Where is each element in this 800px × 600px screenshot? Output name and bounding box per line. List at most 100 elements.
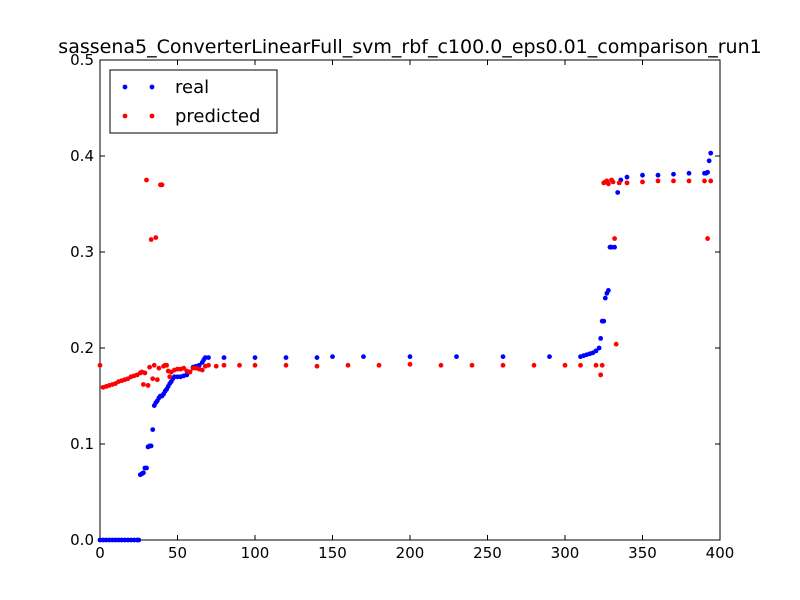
- real-point: [136, 537, 142, 543]
- predicted-point: [531, 362, 537, 368]
- predicted-point: [686, 178, 692, 184]
- real-point: [601, 318, 607, 324]
- y-tick-label: 0.5: [70, 51, 94, 69]
- predicted-point: [376, 362, 382, 368]
- real-point: [593, 348, 599, 354]
- predicted-point: [154, 377, 160, 383]
- real-point: [705, 169, 710, 175]
- predicted-point: [613, 341, 619, 347]
- x-tick-label: 0: [95, 544, 105, 562]
- real-point: [706, 158, 712, 164]
- real-point: [640, 172, 645, 178]
- predicted-point: [153, 235, 159, 241]
- predicted-point: [655, 178, 661, 184]
- real-point: [330, 354, 335, 360]
- predicted-point: [181, 365, 187, 371]
- predicted-point: [156, 365, 162, 371]
- legend-predicted-marker: [149, 113, 155, 119]
- legend-real-markers: [122, 84, 155, 90]
- y-tick-label: 0.3: [70, 243, 94, 261]
- predicted-point: [314, 363, 320, 369]
- predicted-point: [598, 372, 604, 378]
- predicted-point: [283, 362, 289, 368]
- x-tick-label: 400: [706, 544, 735, 562]
- real-point: [686, 170, 692, 176]
- legend-predicted-marker: [122, 113, 128, 119]
- y-tick-label: 0.0: [70, 531, 94, 549]
- predicted-point: [159, 182, 165, 188]
- predicted-point: [345, 362, 351, 368]
- predicted-point: [610, 179, 616, 185]
- real-point: [624, 174, 630, 180]
- real-point: [596, 345, 602, 351]
- x-tick-label: 150: [318, 544, 347, 562]
- predicted-point: [612, 236, 617, 241]
- predicted-point: [606, 181, 611, 187]
- predicted-point: [578, 362, 583, 368]
- real-point: [602, 295, 608, 301]
- x-tick-label: 100: [241, 544, 270, 562]
- series-predicted: [97, 177, 714, 390]
- real-point: [547, 354, 552, 360]
- real-point: [144, 465, 149, 471]
- predicted-point: [206, 362, 211, 368]
- legend: real predicted: [109, 69, 278, 134]
- x-tick-label: 200: [396, 544, 425, 562]
- y-tick-label: 0.1: [70, 435, 94, 453]
- legend-real-marker: [122, 84, 128, 90]
- real-point: [454, 354, 459, 360]
- predicted-point: [702, 178, 707, 184]
- predicted-point: [147, 364, 153, 370]
- real-point: [221, 355, 227, 360]
- real-point: [655, 172, 661, 178]
- real-point: [361, 354, 366, 360]
- real-point: [606, 288, 611, 293]
- predicted-point: [705, 236, 710, 241]
- predicted-point: [187, 369, 193, 375]
- legend-box: [109, 69, 278, 134]
- x-tick-label: 350: [628, 544, 657, 562]
- predicted-point: [148, 237, 154, 242]
- legend-label-real: real: [175, 77, 209, 98]
- predicted-point: [438, 362, 444, 368]
- predicted-point: [640, 179, 645, 185]
- axis-ticks: 0 50 100 150 200 250 300 350 400 0.0 0.1 0.2 0.3 0.4 0…: [70, 51, 734, 562]
- real-point: [148, 443, 154, 449]
- real-point: [500, 354, 506, 360]
- real-point: [671, 171, 676, 177]
- predicted-point: [164, 362, 170, 368]
- predicted-point: [562, 362, 568, 368]
- series-real: [97, 150, 714, 543]
- real-point: [150, 427, 156, 432]
- predicted-point: [616, 180, 622, 186]
- predicted-point: [469, 362, 475, 368]
- chart-title: sassena5_ConverterLinearFull_svm_rbf_c10…: [58, 36, 761, 58]
- predicted-point: [708, 178, 714, 184]
- predicted-point: [221, 362, 227, 368]
- real-point: [612, 244, 617, 250]
- predicted-point: [144, 177, 149, 183]
- predicted-point: [150, 376, 156, 382]
- real-point: [708, 150, 714, 156]
- predicted-point: [237, 362, 242, 368]
- predicted-point: [599, 362, 605, 368]
- real-point: [407, 354, 413, 360]
- legend-real-marker: [149, 84, 155, 90]
- predicted-point: [252, 362, 258, 368]
- predicted-point: [624, 180, 630, 186]
- predicted-point: [593, 362, 599, 368]
- real-point: [598, 336, 604, 341]
- real-point: [206, 355, 211, 360]
- predicted-point: [671, 178, 676, 184]
- x-tick-label: 300: [551, 544, 580, 562]
- real-point: [314, 355, 320, 360]
- data-points: [97, 150, 714, 543]
- x-tick-label: 250: [473, 544, 502, 562]
- predicted-point: [167, 374, 173, 380]
- legend-predicted-markers: [122, 113, 155, 119]
- x-tick-label: 50: [168, 544, 187, 562]
- plot-area: [99, 59, 721, 541]
- predicted-point: [199, 367, 205, 373]
- real-point: [615, 190, 621, 195]
